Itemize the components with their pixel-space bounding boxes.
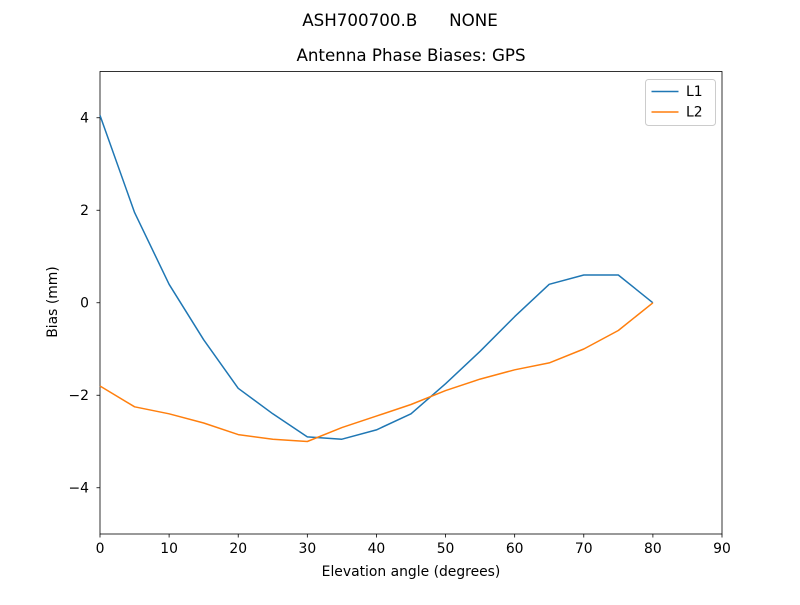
y-tick-label: 2 [80, 203, 89, 219]
plot-series [99, 115, 654, 443]
legend-label-l1: L1 [686, 84, 703, 100]
legend-frame [645, 79, 716, 126]
x-axis-ticks: 0 10 20 30 40 50 60 70 80 90 [96, 534, 731, 557]
x-tick-label: 0 [96, 541, 105, 557]
x-tick-label: 90 [713, 541, 731, 557]
x-tick-label: 10 [160, 541, 178, 557]
series-line-l1 [99, 115, 654, 440]
series-line-l2 [99, 302, 654, 443]
legend: L1 L2 [645, 79, 716, 126]
x-tick-label: 50 [437, 541, 455, 557]
y-tick-label: 4 [80, 111, 89, 127]
figure-suptitle: ASH700700.B NONE [302, 10, 497, 30]
x-tick-label: 30 [298, 541, 316, 557]
x-tick-label: 80 [644, 541, 662, 557]
x-tick-label: 60 [506, 541, 524, 557]
y-axis-ticks: −4 −2 0 2 4 [69, 111, 100, 497]
y-tick-label: −2 [69, 388, 89, 404]
y-tick-label: −4 [69, 481, 90, 497]
x-tick-label: 20 [229, 541, 247, 557]
axes-title: Antenna Phase Biases: GPS [296, 45, 525, 65]
y-tick-label: 0 [80, 296, 89, 312]
x-tick-label: 70 [575, 541, 593, 557]
x-tick-label: 40 [368, 541, 386, 557]
y-axis-label: Bias (mm) [45, 266, 61, 337]
x-axis-label: Elevation angle (degrees) [322, 564, 501, 580]
legend-label-l2: L2 [686, 105, 703, 121]
